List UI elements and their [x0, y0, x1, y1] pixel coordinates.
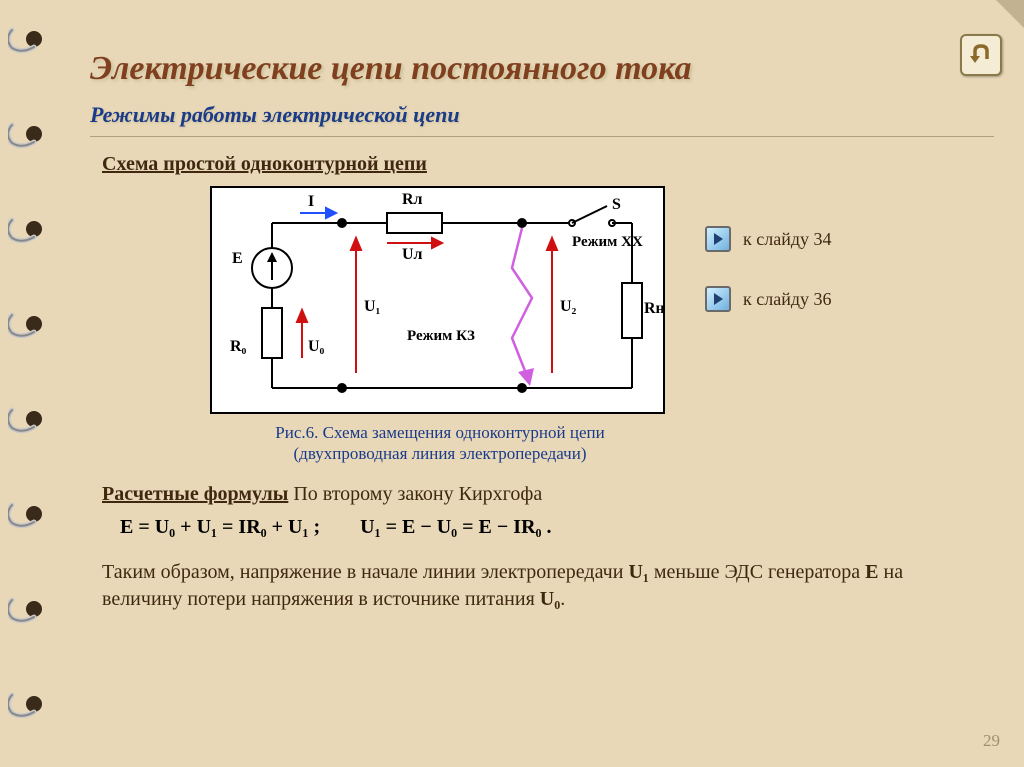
play-icon [705, 226, 731, 252]
circuit-diagram: I Rл Uл E S Режим ХХ U₁ U₂ Режим КЗ Rн R… [210, 186, 665, 414]
binding-ring [8, 685, 46, 723]
label-U1: U₁ [364, 298, 380, 316]
nav-link-slide-36[interactable]: к слайду 36 [705, 286, 832, 312]
folded-corner [996, 0, 1024, 28]
circuit-svg [212, 188, 667, 416]
section-label: Схема простой одноконтурной цепи [102, 153, 994, 176]
label-E: E [232, 250, 243, 268]
nav-links: к слайду 34 к слайду 36 [705, 226, 832, 312]
formula-intro: Расчетные формулы По второму закону Кирх… [102, 483, 994, 506]
label-S: S [612, 196, 621, 214]
page-title: Электрические цепи постоянного тока [90, 50, 994, 88]
binding-ring [8, 305, 46, 343]
nav-link-slide-34[interactable]: к слайду 34 [705, 226, 832, 252]
caption-line-1: Рис.6. Схема замещения одноконтурной цеп… [275, 423, 604, 442]
play-icon [705, 286, 731, 312]
label-UL: Uл [402, 246, 423, 264]
conclusion-text: Таким образом, напряжение в начале линии… [102, 559, 982, 613]
binding-ring [8, 20, 46, 58]
label-R0: R₀ [230, 338, 246, 356]
circuit-diagram-wrapper: I Rл Uл E S Режим ХХ U₁ U₂ Режим КЗ Rн R… [210, 186, 665, 414]
spiral-binding [0, 0, 55, 767]
formula-label: Расчетные формулы [102, 483, 288, 505]
figure-caption: Рис.6. Схема замещения одноконтурной цеп… [210, 422, 670, 465]
label-rezhKZ: Режим КЗ [407, 328, 475, 345]
nav-link-label: к слайду 36 [743, 289, 832, 310]
formulas: E = U₀ + U₁ = IR₀ + U₁ ; U₁ = E − U₀ = E… [120, 516, 994, 539]
binding-ring [8, 495, 46, 533]
binding-ring [8, 115, 46, 153]
label-U0: U₀ [308, 338, 324, 356]
formula-1: E = U₀ + U₁ = IR₀ + U₁ ; [120, 516, 320, 539]
binding-ring [8, 210, 46, 248]
divider [90, 136, 994, 137]
label-RL: Rл [402, 191, 423, 209]
page-subtitle: Режимы работы электрической цепи [90, 102, 994, 128]
formula-2: U₁ = E − U₀ = E − IR₀ . [360, 516, 551, 539]
label-I: I [308, 193, 314, 211]
page-number: 29 [983, 731, 1000, 751]
caption-line-2: (двухпроводная линия электропередачи) [294, 444, 587, 463]
binding-ring [8, 590, 46, 628]
label-RH: Rн [644, 300, 665, 318]
binding-ring [8, 400, 46, 438]
label-rezhXX: Режим ХХ [572, 234, 643, 251]
nav-link-label: к слайду 34 [743, 229, 832, 250]
formula-intro-rest: По второму закону Кирхгофа [288, 483, 542, 505]
label-U2: U₂ [560, 298, 576, 316]
